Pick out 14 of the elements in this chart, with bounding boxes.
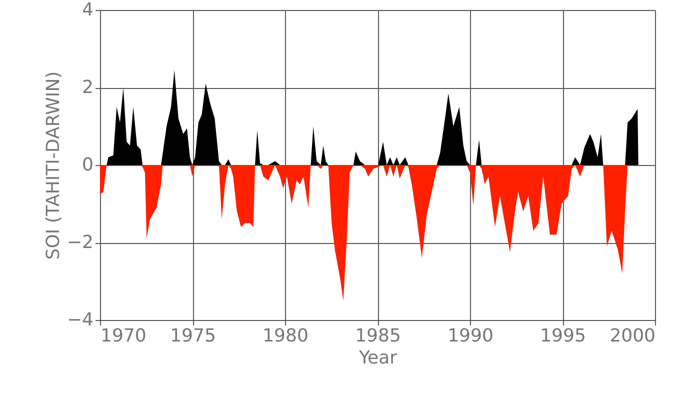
y-tick-label: 4 (82, 0, 94, 20)
x-tick-label: 2000 (610, 326, 656, 346)
x-tick-label: 1970 (100, 326, 146, 346)
x-tick-label: 1975 (170, 326, 216, 346)
y-axis-title: SOI (TAHITI-DARWIN) (42, 71, 64, 260)
y-tick-label: 0 (82, 154, 94, 176)
y-tick-label: −2 (66, 232, 94, 253)
x-axis-title: Year (358, 348, 398, 368)
y-tick-label: 2 (82, 77, 94, 98)
x-tick-label: 1980 (262, 326, 308, 346)
y-tick-label: −4 (66, 310, 94, 330)
x-tick-label: 1990 (448, 326, 494, 346)
x-tick-label: 1985 (355, 326, 401, 346)
x-tick-label: 1995 (540, 326, 586, 346)
